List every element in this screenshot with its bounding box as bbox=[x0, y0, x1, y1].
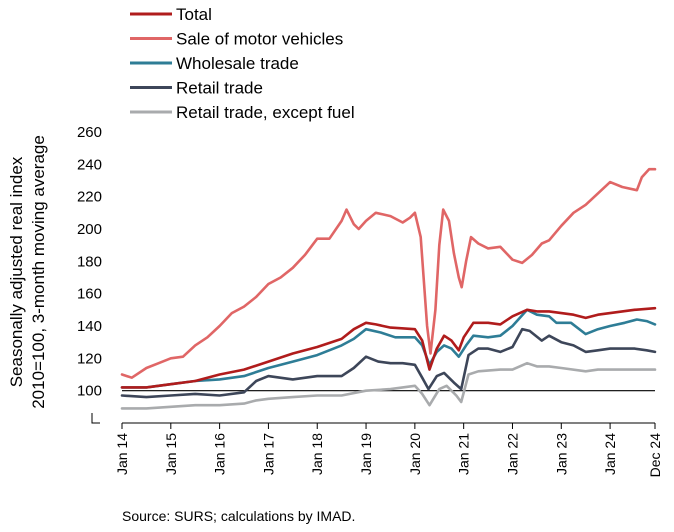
y-tick-label: 160 bbox=[77, 286, 102, 303]
x-tick-label: Jan 17 bbox=[260, 433, 276, 475]
x-tick-label: Dec 24 bbox=[647, 433, 663, 478]
series-line-retail-trade bbox=[120, 327, 657, 399]
y-tick-label: 180 bbox=[77, 253, 102, 270]
y-tick-label: 100 bbox=[77, 383, 102, 400]
x-tick-label: Jan 16 bbox=[212, 433, 228, 475]
x-axis: Jan 14 Jan 15 Jan 16 Jan 17 Jan 18 Jan 19 Jan … bbox=[114, 422, 663, 478]
chart-legend: Total Sale of motor vehicles Wholesale tra… bbox=[130, 5, 355, 122]
y-tick-label: 200 bbox=[77, 221, 102, 238]
series-line-wholesale-trade bbox=[120, 308, 657, 389]
x-tick-label: Jan 14 bbox=[114, 433, 130, 475]
x-tick-label: Jan 18 bbox=[309, 433, 325, 475]
x-tick-label: Jan 22 bbox=[504, 433, 520, 475]
series-line-retail-trade-except-fuel bbox=[120, 361, 657, 410]
series-line-sale-of-motor-vehicles bbox=[120, 167, 657, 379]
x-tick-label: Jan 15 bbox=[163, 433, 179, 475]
legend-label: Sale of motor vehicles bbox=[176, 30, 343, 49]
axis-break-mark bbox=[91, 413, 100, 424]
x-tick-label: Jan 20 bbox=[407, 433, 423, 475]
legend-label: Total bbox=[176, 5, 212, 24]
series-line-total bbox=[120, 306, 657, 389]
x-tick-label: Jan 24 bbox=[602, 433, 618, 475]
y-tick-label: 240 bbox=[77, 156, 102, 173]
y-tick-label: 220 bbox=[77, 189, 102, 206]
legend-label: Retail trade bbox=[176, 79, 263, 98]
y-tick-label: 140 bbox=[77, 318, 102, 335]
y-axis-title: Seasonally adjusted real index 2010=100,… bbox=[7, 135, 48, 409]
y-axis: 100 120 140 160 180 200 220 240 260 bbox=[77, 124, 102, 424]
y-tick-label: 260 bbox=[77, 124, 102, 141]
x-tick-label: Jan 21 bbox=[456, 433, 472, 475]
legend-label: Wholesale trade bbox=[176, 54, 299, 73]
y-tick-label: 120 bbox=[77, 350, 102, 367]
x-tick-label: Jan 19 bbox=[358, 433, 374, 475]
legend-label: Retail trade, except fuel bbox=[176, 103, 355, 122]
y-axis-title-line-1: Seasonally adjusted real index bbox=[7, 156, 26, 387]
plot-area bbox=[120, 167, 657, 410]
y-axis-title-line-2: 2010=100, 3-month moving average bbox=[29, 135, 48, 409]
source-note: Source: SURS; calculations by IMAD. bbox=[122, 508, 356, 524]
x-tick-label: Jan 23 bbox=[553, 433, 569, 475]
